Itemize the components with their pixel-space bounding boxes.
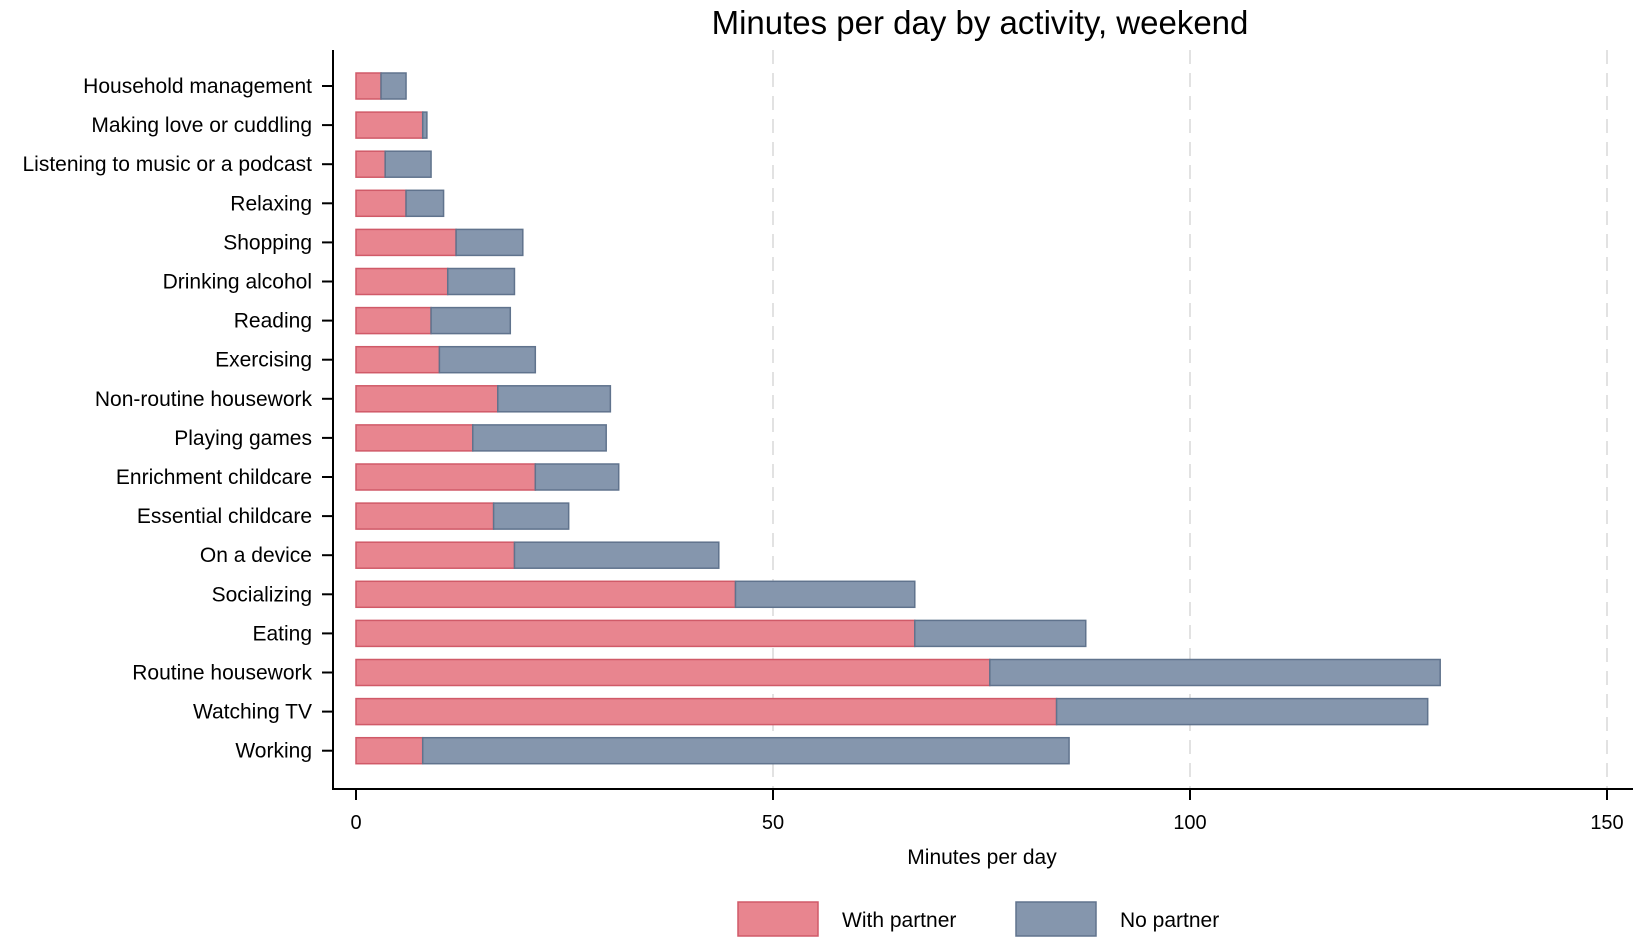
category-label-reading: Reading: [234, 310, 312, 333]
category-label-shopping: Shopping: [223, 231, 312, 254]
bar-working-with-partner: [355, 736, 424, 765]
bar-household-management-with-partner: [355, 72, 382, 100]
category-label-non-routine-housework: Non-routine housework: [95, 388, 313, 411]
bar-making-love-or-cuddling-no-partner: [421, 111, 428, 139]
bar-exercising-no-partner: [438, 345, 537, 374]
bar-drinking-alcohol-no-partner: [446, 267, 516, 296]
bar-shopping-no-partner: [455, 228, 524, 257]
bar-enrichment-childcare-no-partner: [534, 463, 620, 491]
bar-non-routine-housework-no-partner: [497, 385, 612, 413]
bar-reading-with-partner: [355, 306, 432, 335]
bar-watching-tv-with-partner: [355, 697, 1058, 726]
bar-exercising-with-partner: [355, 345, 441, 374]
bar-eating-no-partner: [914, 619, 1087, 648]
x-tick-label-100: 100: [1173, 812, 1206, 834]
chart-title: Minutes per day by activity, weekend: [712, 4, 1249, 41]
bar-on-a-device-with-partner: [355, 541, 516, 569]
bar-socializing-with-partner: [355, 580, 737, 609]
axes-layer: [332, 50, 1633, 790]
category-label-playing-games: Playing games: [174, 427, 312, 450]
category-label-exercising: Exercising: [215, 349, 312, 372]
bars-layer: [355, 72, 1441, 765]
bar-shopping-with-partner: [355, 228, 457, 257]
category-label-household-management: Household management: [83, 75, 312, 98]
category-label-drinking-alcohol: Drinking alcohol: [163, 271, 312, 294]
bar-relaxing-with-partner: [355, 189, 407, 218]
x-tick-label-50: 50: [762, 812, 784, 834]
x-tick-label-0: 0: [350, 812, 361, 834]
legend-label-no-partner: No partner: [1120, 909, 1219, 932]
category-label-working: Working: [235, 740, 312, 763]
category-label-essential-childcare: Essential childcare: [137, 505, 312, 528]
legend: With partner No partner: [737, 901, 1219, 937]
grid-layer: [772, 50, 1608, 789]
bar-watching-tv-no-partner: [1055, 697, 1429, 726]
category-label-on-a-device: On a device: [200, 544, 312, 567]
category-labels: Household management Making love or cuddl…: [23, 75, 333, 763]
legend-swatch-no-partner: [1015, 901, 1097, 937]
x-tick-label-150: 150: [1590, 812, 1623, 834]
category-label-eating: Eating: [252, 622, 312, 645]
bar-making-love-or-cuddling-with-partner: [355, 111, 424, 139]
category-label-socializing: Socializing: [212, 583, 312, 606]
bar-listening-to-music-or-a-podcast-no-partner: [384, 150, 432, 178]
bar-working-no-partner: [421, 736, 1070, 765]
category-label-enrichment-childcare: Enrichment childcare: [116, 466, 312, 489]
bar-playing-games-no-partner: [472, 424, 607, 452]
bar-essential-childcare-no-partner: [492, 502, 570, 530]
bar-essential-childcare-with-partner: [355, 502, 495, 530]
bar-non-routine-housework-with-partner: [355, 385, 499, 413]
legend-label-with-partner: With partner: [842, 909, 956, 932]
bar-reading-no-partner: [430, 306, 512, 335]
category-label-relaxing: Relaxing: [230, 192, 312, 215]
bar-relaxing-no-partner: [405, 189, 445, 218]
bar-routine-housework-with-partner: [355, 658, 991, 687]
category-label-watching-tv: Watching TV: [193, 701, 312, 724]
bar-enrichment-childcare-with-partner: [355, 463, 537, 491]
category-label-listening-to-music-or-a-podcast: Listening to music or a podcast: [23, 153, 313, 176]
bar-routine-housework-no-partner: [989, 658, 1441, 687]
category-label-making-love-or-cuddling: Making love or cuddling: [91, 114, 312, 137]
bar-socializing-no-partner: [734, 580, 916, 609]
bar-playing-games-with-partner: [355, 424, 474, 452]
bar-listening-to-music-or-a-podcast-with-partner: [355, 150, 386, 178]
bar-eating-with-partner: [355, 619, 916, 648]
x-tick-labels: 0 50 100 150: [350, 789, 1624, 834]
x-axis-title: Minutes per day: [907, 846, 1057, 869]
legend-swatch-with-partner: [737, 901, 819, 937]
bar-household-management-no-partner: [380, 72, 407, 100]
category-label-routine-housework: Routine housework: [132, 662, 312, 685]
bar-drinking-alcohol-with-partner: [355, 267, 449, 296]
bar-on-a-device-no-partner: [513, 541, 720, 569]
